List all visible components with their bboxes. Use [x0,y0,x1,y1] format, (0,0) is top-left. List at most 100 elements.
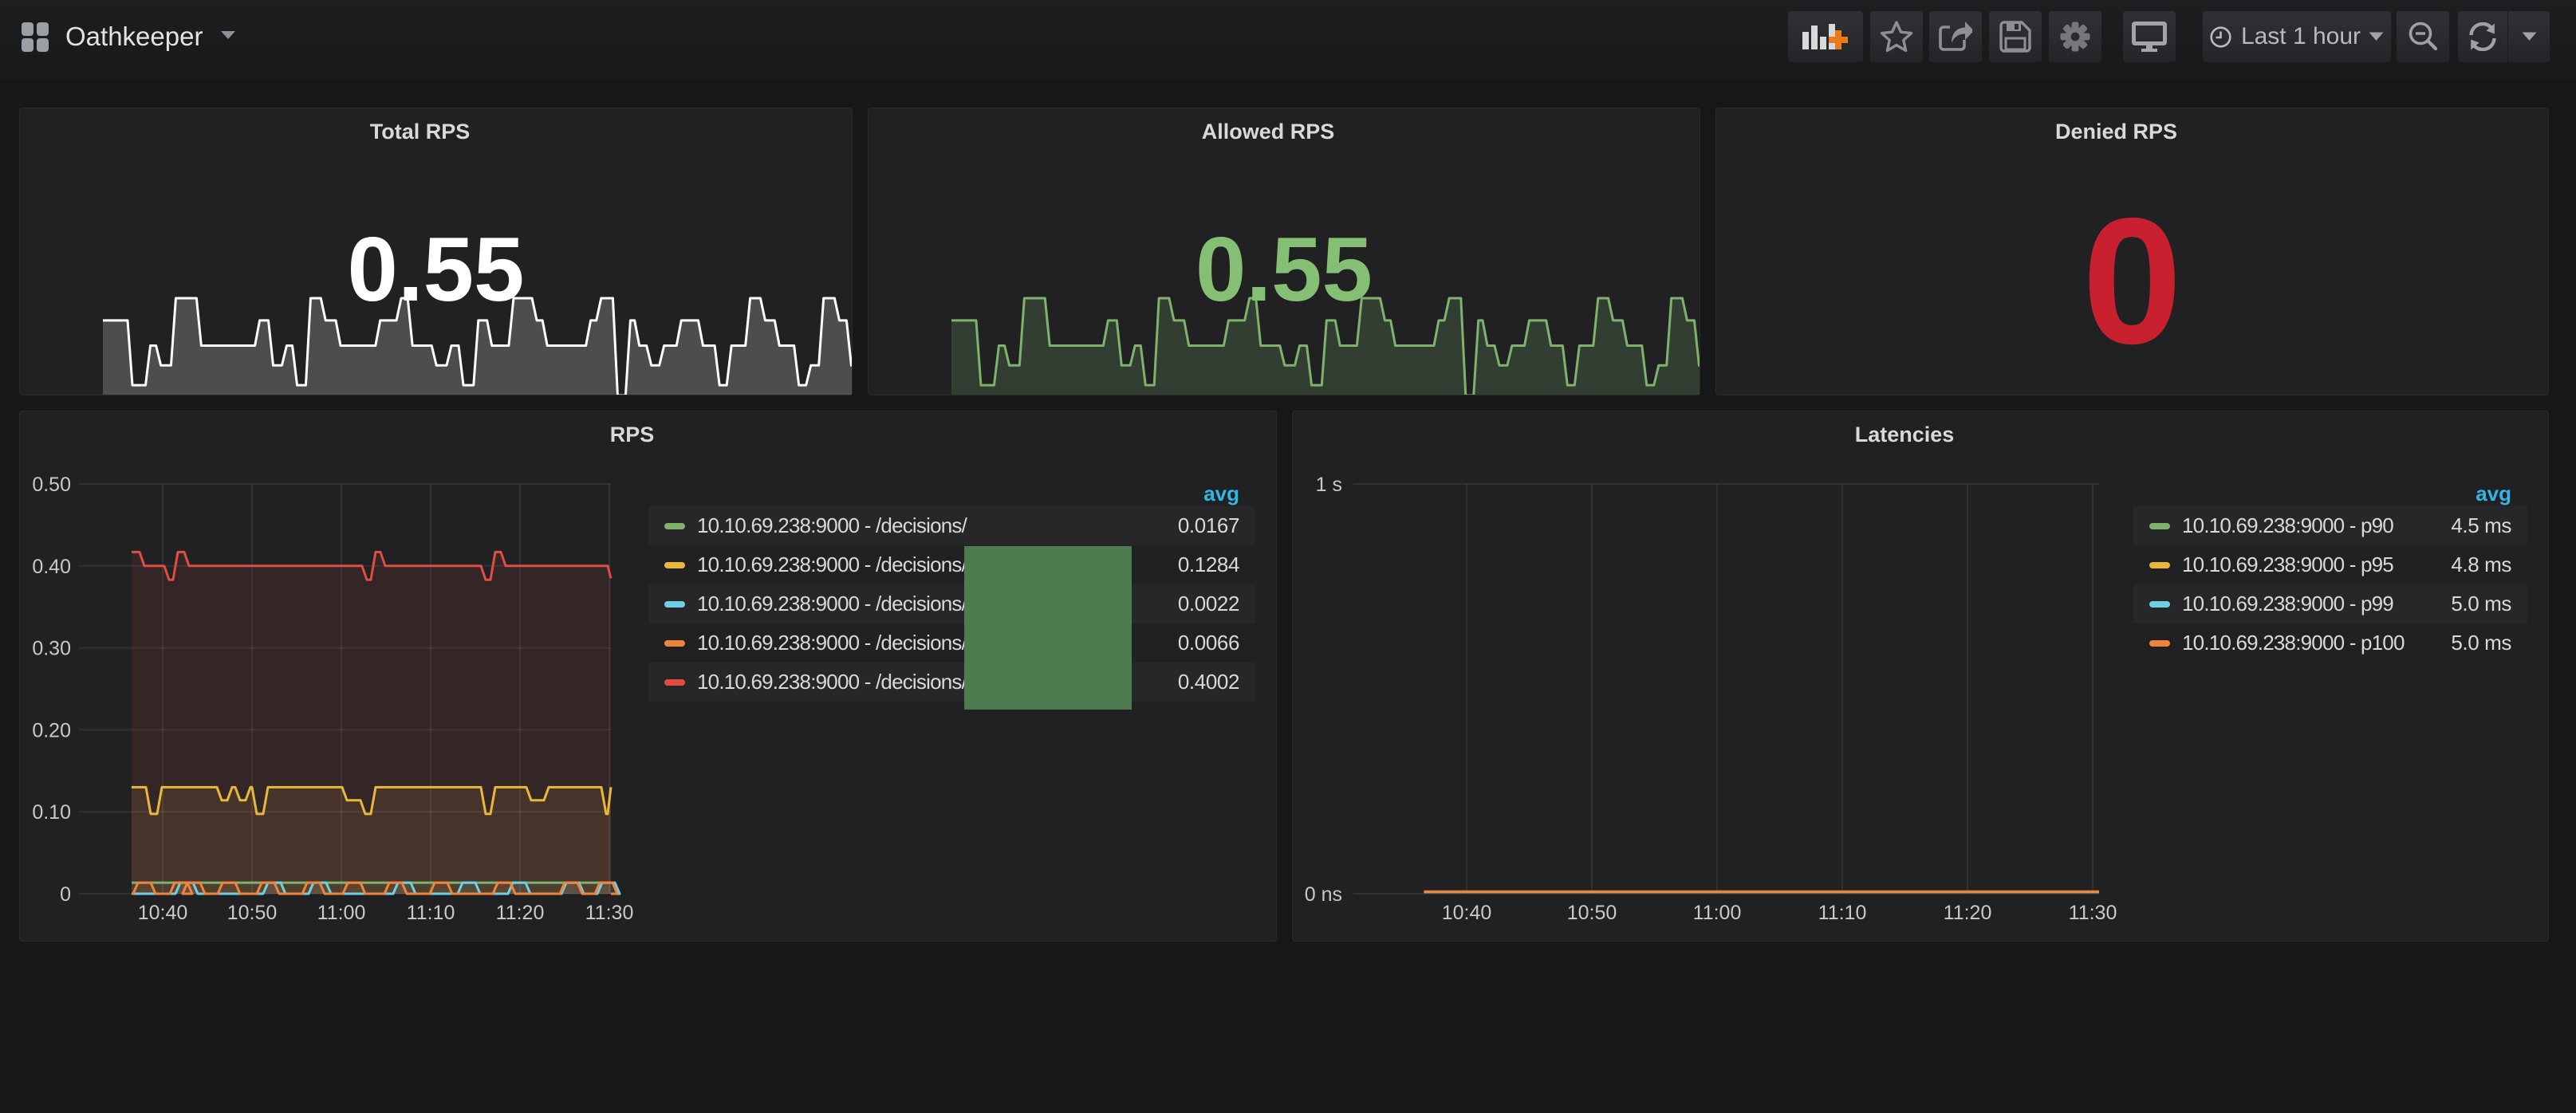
legend-series-name[interactable]: 10.10.69.238:9000 - /decisions/ [697,592,967,615]
legend-series-avg-value: 4.5 ms [2451,513,2511,537]
panel-title-text: Allowed RPS [1201,120,1335,144]
rps-graph: 0.50 0.40 0.30 0.20 0.10 0 10:40 10:50 11:00 11:1… [32,474,634,924]
x-tick-label: 11:10 [407,902,455,924]
refresh-button[interactable] [2458,11,2508,62]
y-tick-label: 1 s [1316,474,1342,496]
series-area [131,552,611,894]
cycle-view-button[interactable] [2123,11,2176,62]
grid-icon [22,22,49,52]
legend-row: 10.10.69.238:9000 - /decisions/0.1284 [648,545,1255,584]
x-tick-label: 11:20 [496,902,545,924]
share-icon [1939,22,1972,51]
grafana-logo-icon[interactable] [22,22,49,52]
legend-row: 10.10.69.238:9000 - /decisions/0.0022 [648,584,1255,623]
navbar-actions: Last 1 hour [1778,11,2576,62]
legend-series-name[interactable]: 10.10.69.238:9000 - p90 [2182,513,2394,537]
redaction-overlay [964,546,1132,710]
legend-row: 10.10.69.238:9000 - /decisions/0.0066 [648,623,1255,663]
legend-series-name[interactable]: 10.10.69.238:9000 - /decisions/ [697,670,967,694]
panel-title[interactable]: Latencies [1293,423,2548,447]
latencies-legend: avg 10.10.69.238:9000 - p90 4.5 ms 10.10.69… [2133,482,2527,663]
legend-series-name[interactable]: 10.10.69.238:9000 - p99 [2182,592,2394,615]
latencies-graph: 1 s 0 ns 10:40 10:50 11:00 11:10 11:20 11:30 [1305,474,2117,924]
share-button[interactable] [1929,11,1982,62]
allowed-rps-sparkline [951,297,1700,395]
zoom-out-button[interactable] [2397,11,2449,62]
legend-series-color-dash[interactable] [664,678,685,686]
star-button[interactable] [1870,11,1923,62]
legend-row: 10.10.69.238:9000 - /decisions/0.0167 [648,506,1255,545]
legend-series-avg-value: 5.0 ms [2451,592,2511,615]
y-tick-label: 0.20 [32,719,71,741]
y-tick-label: 0.50 [32,474,71,496]
y-tick-label: 0 [60,883,71,906]
time-range-picker[interactable]: Last 1 hour [2203,11,2391,62]
legend-series-color-dash[interactable] [664,522,685,529]
legend-series-name[interactable]: 10.10.69.238:9000 - /decisions/ [697,513,967,537]
allowed-rps-value: 0.55 [1195,219,1373,321]
panel-title-text: Latencies [1854,423,1955,446]
legend-series-avg-value: 0.4002 [1177,670,1240,694]
series-line [131,881,621,895]
add-panel-button[interactable] [1788,11,1863,62]
legend-row: 10.10.69.238:9000 - p90 4.5 ms [2133,506,2527,545]
add-panel-icon [1802,24,1848,49]
x-tick-label: 11:30 [585,902,634,924]
legend-row: 10.10.69.238:9000 - p100 5.0 ms [2133,623,2527,663]
panel-title[interactable]: RPS [20,423,1276,447]
save-button[interactable] [1989,11,2042,62]
settings-button[interactable] [2049,11,2101,62]
legend-series-name[interactable]: 10.10.69.238:9000 - p95 [2182,553,2394,576]
x-tick-label: 10:50 [227,902,278,924]
caret-down-icon [2522,32,2536,41]
save-icon [1999,21,2031,53]
legend-series-name[interactable]: 10.10.69.238:9000 - /decisions/ [697,631,967,655]
sparkline-line [103,297,852,395]
series-line [131,881,619,895]
legend-series-color-dash[interactable] [2149,561,2170,568]
x-tick-label: 11:30 [2069,902,2117,924]
legend-series-name[interactable]: 10.10.69.238:9000 - p100 [2182,631,2405,655]
panel-title-text: RPS [609,423,655,446]
panel-title[interactable]: Total RPS [20,120,852,144]
panel-allowed-rps: Allowed RPS 0.55 [868,108,1700,395]
dashboard-dropdown-caret-icon [220,29,236,44]
rps-legend: avg 10.10.69.238:9000 - /decisions/0.0167… [648,482,1255,702]
refresh-icon [2469,22,2496,51]
legend-series-avg-value: 0.0167 [1177,513,1240,537]
dashboard-title[interactable]: Oathkeeper [65,22,203,51]
refresh-split-button [2458,11,2550,62]
panel-title[interactable]: Allowed RPS [869,120,1700,144]
legend-series-avg-value: 0.1284 [1177,553,1240,576]
legend-series-color-dash[interactable] [664,561,685,568]
x-tick-label: 11:10 [1818,902,1867,924]
refresh-interval-caret[interactable] [2508,11,2550,62]
panel-latencies: Latencies 1 s 0 ns 10:40 10:50 11:00 11:10 11:… [1292,411,2549,942]
monitor-icon [2132,22,2167,52]
x-tick-label: 11:20 [1944,902,1992,924]
x-tick-label: 10:40 [138,902,188,924]
panel-title[interactable]: Denied RPS [1716,120,2548,144]
panel-rps: RPS 0.50 0.40 0.30 0.20 0.10 0 10:40 10:50 11:00… [19,411,1277,942]
legend-series-name[interactable]: 10.10.69.238:9000 - /decisions/ [697,553,967,576]
legend-header-avg[interactable]: avg [1203,482,1239,505]
legend-series-color-dash[interactable] [664,600,685,608]
total-rps-value: 0.55 [347,219,525,321]
legend-series-avg-value: 0.0066 [1177,631,1240,655]
legend-row: 10.10.69.238:9000 - p99 5.0 ms [2133,584,2527,623]
series-area [131,883,611,894]
legend-series-avg-value: 5.0 ms [2451,631,2511,655]
series-line [131,785,612,816]
x-tick-label: 11:00 [317,902,366,924]
x-tick-label: 11:00 [1693,902,1742,924]
legend-series-color-dash[interactable] [2149,600,2170,608]
legend-series-color-dash[interactable] [664,639,685,647]
denied-rps-value: 0 [2082,180,2183,381]
panel-title-text: Denied RPS [2054,120,2178,144]
legend-header-avg[interactable]: avg [2476,482,2511,505]
legend-series-color-dash[interactable] [2149,522,2170,529]
legend-series-color-dash[interactable] [2149,639,2170,647]
time-range-label: Last 1 hour [2240,23,2361,49]
magnifier-minus-icon [2409,22,2438,51]
